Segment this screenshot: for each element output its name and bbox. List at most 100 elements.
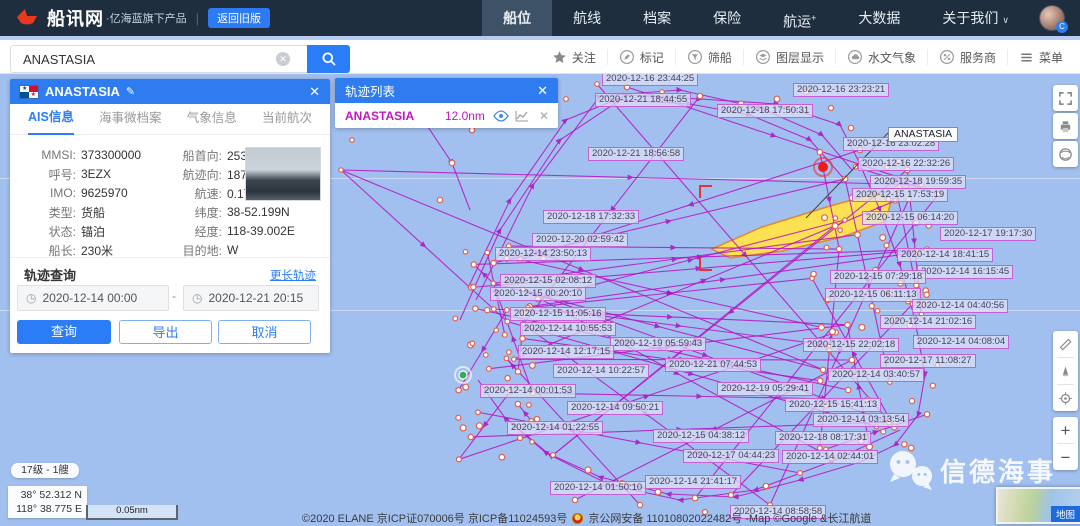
ais-field: IMO: 9625970: [50, 186, 128, 200]
divider: |: [195, 10, 200, 26]
tab-当前航次[interactable]: 当前航次: [261, 111, 312, 125]
zoom-level-badge: 17级 - 1艘: [11, 463, 79, 478]
map-toolbar-标记[interactable]: 标记: [606, 49, 675, 65]
search-input[interactable]: [10, 45, 307, 73]
ship-panel-header: ★ ★ ANASTASIA ✎ ✕: [10, 79, 330, 104]
map-toolbar-筛船[interactable]: 筛船: [674, 49, 743, 65]
map-toolbar: 关注 标记 筛船 图层显示 水文气象 服务商 菜单: [541, 45, 1074, 69]
main-nav: 船位 航线 档案 保险 航运+ 大数据 关于我们 ∨: [482, 0, 1030, 36]
zoom-in-button[interactable]: +: [1060, 420, 1071, 440]
ais-field: 船长: 230米: [48, 243, 114, 258]
nav-item-保险[interactable]: 保险: [713, 10, 742, 26]
track-list-row[interactable]: ANASTASIA 12.0nm ✕: [335, 103, 558, 128]
query-button[interactable]: 查询: [17, 320, 111, 344]
close-icon[interactable]: ✕: [537, 82, 548, 98]
user-avatar[interactable]: C: [1040, 6, 1068, 33]
print-button[interactable]: [1053, 113, 1078, 139]
weather-icon: [847, 49, 863, 65]
nav-item-船位[interactable]: 船位: [482, 0, 553, 36]
map-toolbar-关注[interactable]: 关注: [541, 49, 607, 65]
map-toolbar-水文气象[interactable]: 水文气象: [834, 49, 927, 65]
cone-marker-icon[interactable]: [1053, 358, 1078, 384]
close-icon[interactable]: ✕: [309, 83, 320, 99]
ship-photo[interactable]: [245, 147, 321, 201]
clock-icon: ◷: [192, 291, 203, 305]
menu-icon: [1019, 50, 1034, 65]
edit-icon[interactable]: ✎: [125, 86, 136, 98]
fullscreen-button[interactable]: [1053, 85, 1078, 111]
panama-flag-icon: ★ ★: [20, 85, 38, 98]
minimap-label: 地图: [1050, 506, 1080, 522]
ship-search: ✕: [10, 45, 350, 73]
ais-field: MMSI: 373300000: [41, 148, 142, 162]
earth-view-button[interactable]: [1053, 141, 1078, 167]
clear-search-icon[interactable]: ✕: [276, 52, 290, 66]
back-old-version-button[interactable]: 返回旧版: [208, 8, 271, 28]
cancel-button[interactable]: 取消: [218, 320, 311, 344]
star-icon: [552, 50, 567, 65]
longer-track-link[interactable]: 更长轨迹: [270, 270, 316, 282]
map-toolbar-图层显示[interactable]: 图层显示: [742, 49, 835, 65]
funnel-icon: [687, 49, 703, 65]
track-distance: 12.0nm: [444, 108, 485, 123]
divider: [10, 257, 330, 258]
remove-track-icon[interactable]: ✕: [538, 108, 549, 123]
search-button[interactable]: [307, 45, 350, 73]
nav-item-航运[interactable]: 航运+: [783, 13, 817, 30]
track-query-title: 轨迹查询: [24, 268, 77, 283]
logo[interactable]: 船讯网 ·亿海蓝旗下产品 | 返回旧版: [14, 5, 271, 31]
ruler-icon[interactable]: [1053, 331, 1078, 357]
minimap[interactable]: 地图: [996, 487, 1080, 524]
search-icon: [322, 52, 336, 66]
map-toolbar-菜单[interactable]: 菜单: [1006, 49, 1074, 65]
ais-field: 目的地: W: [182, 243, 239, 258]
chevron-down-icon: ∨: [1002, 15, 1009, 25]
track-vessel-name: ANASTASIA: [345, 108, 415, 123]
tab-海事微档案[interactable]: 海事微档案: [99, 111, 162, 125]
date-to-input[interactable]: ◷ 2020-12-21 20:15: [183, 285, 319, 311]
tab-AIS信息[interactable]: AIS信息: [28, 103, 74, 135]
ship-logo-icon: [17, 9, 37, 25]
avatar-badge: C: [1056, 21, 1068, 33]
visibility-eye-icon[interactable]: [493, 109, 509, 122]
ais-field: 纬度: 38-52.199N: [194, 205, 290, 220]
nav-item-档案[interactable]: 档案: [643, 10, 672, 26]
ais-field: 类型: 货船: [48, 205, 106, 220]
nav-item-大数据[interactable]: 大数据: [858, 10, 901, 26]
clock-icon: ◷: [26, 291, 37, 305]
export-button[interactable]: 导出: [119, 320, 212, 344]
topbar-accent-strip: [0, 36, 1080, 40]
date-range-dash: -: [172, 289, 176, 303]
track-list-panel: 轨迹列表 ✕ ANASTASIA 12.0nm ✕: [335, 78, 558, 128]
track-list-title: 轨迹列表: [345, 85, 396, 99]
tag-icon: [619, 49, 635, 65]
ais-field: 呼号: 3EZX: [48, 167, 112, 182]
map-scale-bar: 0.05nm: [86, 505, 178, 520]
topbar: 船讯网 ·亿海蓝旗下产品 | 返回旧版 船位 航线 档案 保险 航运+ 大数据 关于我们 ∨ …: [0, 0, 1080, 36]
site-subtitle: ·亿海蓝旗下产品: [106, 13, 187, 25]
site-title: 船讯网: [47, 9, 104, 29]
provider-icon: [939, 49, 955, 65]
ais-field: 状态: 锚泊: [48, 224, 106, 239]
speed-chart-icon[interactable]: [515, 110, 529, 122]
nav-item-航线[interactable]: 航线: [573, 10, 602, 26]
locate-icon[interactable]: [1053, 385, 1078, 411]
map-copyright: ©2020 ELANE 京ICP证070006号 京ICP备11024593号 …: [302, 512, 872, 525]
ais-field: 经度: 118-39.002E: [194, 224, 295, 239]
police-badge-icon: [572, 512, 584, 524]
ship-name: ANASTASIA: [45, 84, 120, 99]
ship-info-panel: ★ ★ ANASTASIA ✎ ✕ AIS信息 海事微档案 气象信息 当前航次 MMSI…: [10, 79, 330, 353]
longitude: 118° 38.775 E: [16, 503, 82, 515]
nav-item-关于我们[interactable]: 关于我们 ∨: [942, 10, 1009, 26]
measure-tools: [1053, 331, 1078, 411]
tab-气象信息[interactable]: 气象信息: [186, 111, 237, 125]
ship-panel-tabs: AIS信息 海事微档案 气象信息 当前航次: [10, 104, 330, 135]
latitude: 38° 52.312 N: [20, 489, 82, 501]
map-toolbar-服务商[interactable]: 服务商: [926, 49, 1007, 65]
track-list-header: 轨迹列表 ✕: [335, 78, 558, 103]
layers-icon: [755, 49, 771, 65]
cursor-coordinates: 38° 52.312 N 118° 38.775 E: [8, 486, 87, 518]
zoom-out-button[interactable]: −: [1060, 447, 1071, 467]
zoom-controls: + −: [1053, 417, 1078, 470]
date-from-input[interactable]: ◷ 2020-12-14 00:00: [17, 285, 169, 311]
